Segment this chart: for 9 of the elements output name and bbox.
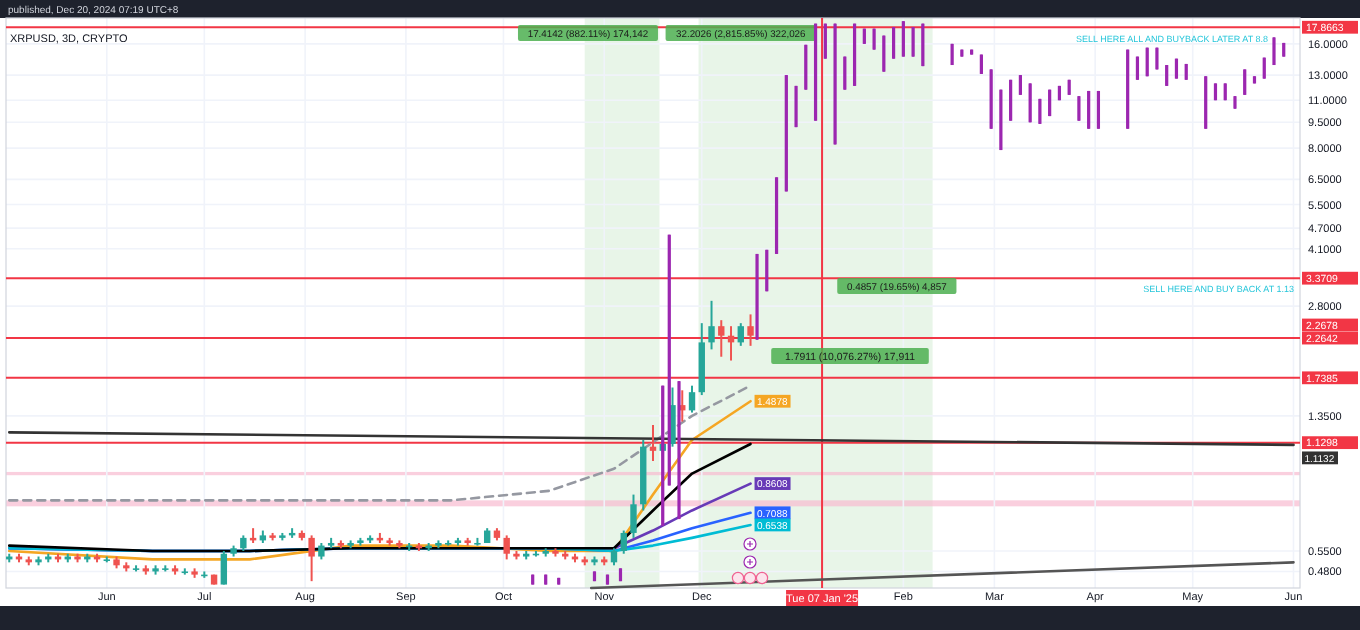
line-series: [7, 384, 752, 502]
line-series: [7, 442, 752, 553]
candlestick: [357, 536, 364, 547]
candlestick: [279, 531, 286, 542]
candlestick: [464, 536, 471, 547]
candlestick: [191, 567, 198, 579]
candlestick: [386, 536, 393, 547]
candlestick: [474, 536, 481, 547]
candlestick: [269, 531, 276, 542]
